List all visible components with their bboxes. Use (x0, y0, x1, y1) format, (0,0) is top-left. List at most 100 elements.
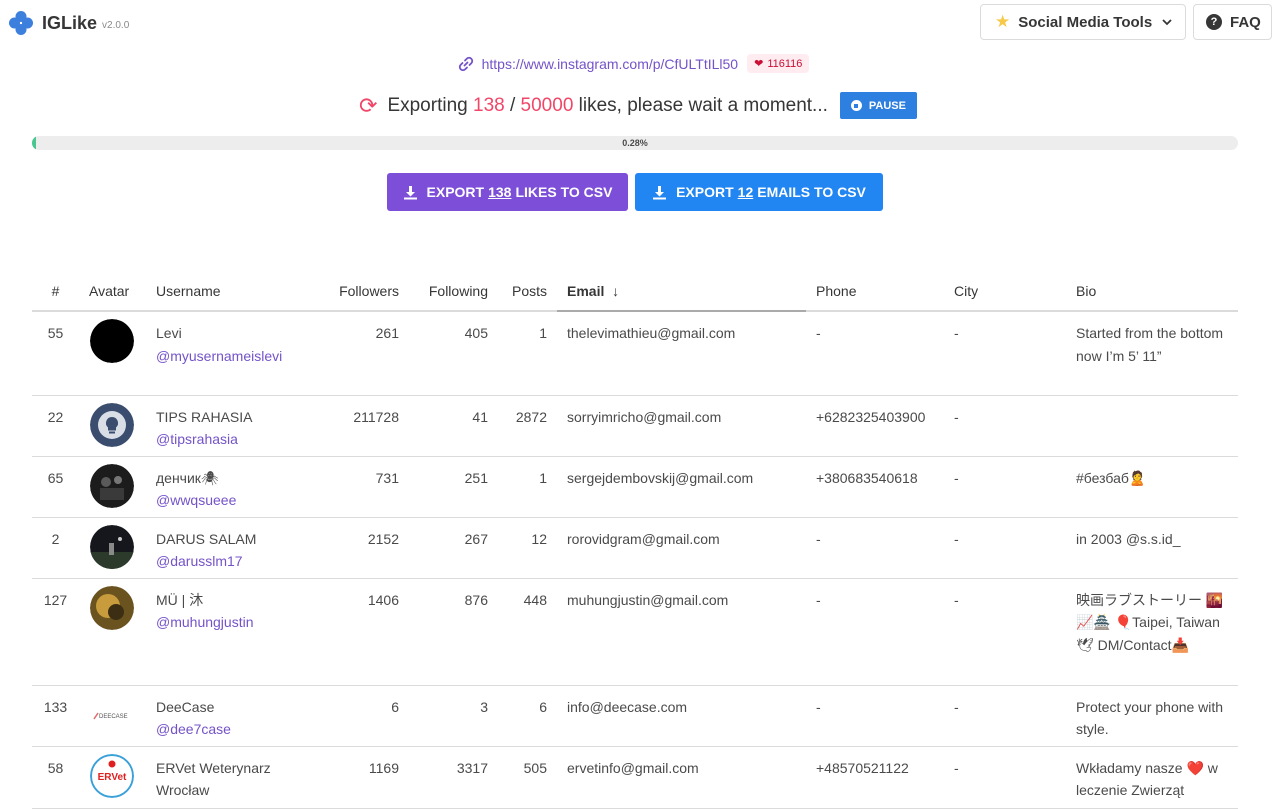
following-count: 876 (409, 578, 498, 686)
exported-count: 138 (473, 94, 505, 116)
avatar[interactable] (90, 319, 134, 363)
avatar-cell: DEECASE (79, 685, 146, 747)
bio-text (1066, 395, 1238, 457)
username-link[interactable]: @dee7case (156, 721, 231, 737)
col-header-number[interactable]: # (32, 272, 79, 312)
following-count: 3 (409, 685, 498, 747)
posts-count: 6 (498, 685, 557, 747)
posts-count: 448 (498, 578, 557, 686)
table-row: 133 DEECASE DeeCase @dee7case 6 3 6 info… (32, 685, 1238, 747)
row-number: 133 (32, 685, 79, 747)
clover-logo-icon (9, 11, 33, 35)
col-header-bio[interactable]: Bio (1066, 272, 1238, 312)
avatar[interactable] (90, 463, 134, 508)
table-row: 58 ERVet ERVet Weterynarz Wrocław 1169 3… (32, 746, 1238, 809)
phone-value: +48570521122 (806, 746, 944, 809)
col-header-email[interactable]: Email ↓ (557, 272, 806, 312)
username-link[interactable]: @tipsrahasia (156, 431, 238, 447)
export-emails-csv-button[interactable]: EXPORT 12 EMAILS TO CSV (635, 173, 883, 211)
col-header-phone[interactable]: Phone (806, 272, 944, 312)
posts-count: 1 (498, 311, 557, 396)
export-emails-prefix: EXPORT (676, 184, 734, 200)
username-link[interactable]: @darusslm17 (156, 553, 243, 569)
bio-text: #безбаб🙎 (1066, 456, 1238, 518)
city-value: - (944, 746, 1066, 809)
progress-label: 0.28% (622, 138, 648, 148)
col-header-following[interactable]: Following (409, 272, 498, 312)
avatar[interactable] (90, 585, 134, 630)
display-name: денчик🕷 (156, 469, 219, 486)
username-link[interactable]: @muhungjustin (156, 614, 254, 630)
display-name: MÜ | 沐 (156, 591, 204, 608)
following-count: 405 (409, 311, 498, 396)
pause-label: PAUSE (868, 99, 906, 112)
status-suffix: likes, please wait a moment... (578, 94, 828, 116)
username-link[interactable]: @myusernameislevi (156, 347, 283, 364)
social-media-tools-button[interactable]: ★ Social Media Tools (980, 4, 1186, 40)
email-value: sergejdembovskij@gmail.com (557, 456, 806, 518)
email-value: rorovidgram@gmail.com (557, 517, 806, 579)
col-header-city[interactable]: City (944, 272, 1066, 312)
app-name: IGLike (42, 12, 98, 33)
avatar-cell (79, 578, 146, 686)
bio-text: Wkładamy nasze ❤️ w leczenie Zwierząt (1066, 746, 1238, 809)
export-likes-count: 138 (488, 184, 512, 200)
username-cell: TIPS RAHASIA @tipsrahasia (146, 395, 327, 457)
export-progress-bar: 0.28% (32, 136, 1238, 150)
phone-value: - (806, 517, 944, 579)
col-header-avatar[interactable]: Avatar (79, 272, 146, 312)
following-count: 41 (409, 395, 498, 457)
username-link[interactable]: @wwqsueee (156, 492, 237, 508)
display-name: ERVet Weterynarz Wrocław (156, 759, 271, 799)
following-count: 267 (409, 517, 498, 579)
export-likes-prefix: EXPORT (426, 184, 485, 200)
avatar[interactable] (90, 524, 134, 569)
email-value: ervetinfo@gmail.com (557, 746, 806, 809)
post-url-link[interactable]: https://www.instagram.com/p/CfULTtILl50 (481, 55, 739, 72)
bio-text: Started from the bottom now I’m 5’ 11” (1066, 311, 1238, 396)
phone-value: - (806, 311, 944, 396)
row-number: 127 (32, 578, 79, 686)
city-value: - (944, 311, 1066, 396)
heart-icon: ❤ (754, 58, 764, 70)
avatar[interactable] (90, 402, 134, 447)
app-version: v2.0.0 (102, 20, 130, 31)
avatar[interactable]: DEECASE (90, 692, 134, 737)
post-url-row: https://www.instagram.com/p/CfULTtILl50 … (0, 54, 1280, 73)
export-status: ⟳ Exporting 138 / 50000 likes, please wa… (0, 92, 1280, 119)
city-value: - (944, 395, 1066, 457)
posts-count: 12 (498, 517, 557, 579)
avatar-cell (79, 456, 146, 518)
email-value: muhungjustin@gmail.com (557, 578, 806, 686)
avatar[interactable]: ERVet (90, 753, 134, 798)
app-logo[interactable]: IGLike v2.0.0 (8, 10, 129, 36)
row-number: 55 (32, 311, 79, 396)
col-header-followers[interactable]: Followers (327, 272, 409, 312)
display-name: Levi (156, 325, 182, 341)
following-count: 251 (409, 456, 498, 518)
pause-button[interactable]: PAUSE (839, 92, 917, 119)
phone-value: +380683540618 (806, 456, 944, 518)
posts-count: 2872 (498, 395, 557, 457)
username-cell: DeeCase @dee7case (146, 685, 327, 747)
export-likes-csv-button[interactable]: EXPORT 138 LIKES TO CSV (387, 173, 628, 211)
table-row: 22 TIPS RAHASIA @tipsrahasia 211728 41 2… (32, 395, 1238, 457)
col-header-email-label: Email (567, 283, 605, 299)
display-name: DARUS SALAM (156, 530, 257, 547)
export-emails-suffix: EMAILS TO CSV (757, 184, 866, 200)
phone-value: - (806, 578, 944, 686)
row-number: 65 (32, 456, 79, 518)
username-cell: ERVet Weterynarz Wrocław (146, 746, 327, 809)
row-number: 2 (32, 517, 79, 579)
total-count: 50000 (520, 94, 574, 116)
download-icon (403, 185, 417, 199)
chevron-down-icon (1162, 19, 1172, 26)
col-header-username[interactable]: Username (146, 272, 327, 312)
avatar-cell (79, 311, 146, 396)
table-row: 2 DARUS SALAM @darusslm17 2152 267 12 ro… (32, 517, 1238, 579)
faq-button[interactable]: ? FAQ (1193, 4, 1272, 40)
city-value: - (944, 456, 1066, 518)
sort-arrow-down-icon: ↓ (612, 283, 620, 299)
col-header-posts[interactable]: Posts (498, 272, 557, 312)
likes-count: 116116 (767, 57, 803, 70)
